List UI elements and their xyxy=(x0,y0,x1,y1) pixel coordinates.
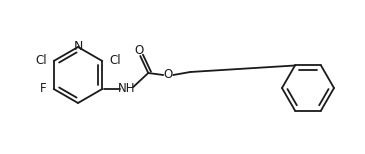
Text: O: O xyxy=(164,69,173,81)
Text: Cl: Cl xyxy=(110,55,121,67)
Text: F: F xyxy=(39,83,46,95)
Text: Cl: Cl xyxy=(35,55,47,67)
Text: NH: NH xyxy=(118,83,135,95)
Text: O: O xyxy=(135,45,144,57)
Text: N: N xyxy=(73,41,83,53)
